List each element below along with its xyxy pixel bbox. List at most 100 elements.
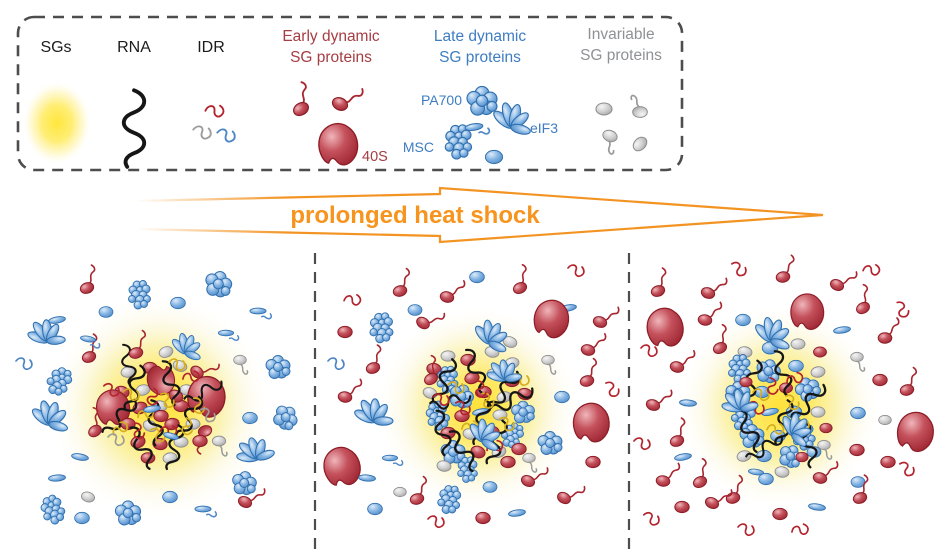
molecule-e_40 [319,442,365,491]
molecule-e_o [813,346,827,358]
molecule-idr_r [789,520,811,540]
molecule-rna [121,88,147,169]
molecule-e_40 [572,402,610,443]
molecule-l_ft [249,307,273,320]
molecule-idr_r [891,299,913,320]
molecule-l_o [484,149,504,165]
molecule-idr_r [633,437,651,451]
arrow-outline [135,186,824,244]
legend-eif3-tag: eIF3 [530,120,558,136]
molecule-l_fo [507,508,527,518]
molecule-e_o [454,409,470,423]
molecule-e_s [894,366,923,398]
molecule-l_cl [201,267,235,301]
molecule-e_s [504,263,536,297]
molecule-idr_r [600,379,623,399]
molecule-idr_r [641,511,661,527]
molecule-g_o [393,486,407,498]
molecule-e_s [329,78,365,118]
molecule-e_s [591,300,621,333]
legend-pa700-tag: PA700 [421,92,462,108]
molecule-l_fo [47,473,67,483]
molecule-l_cl [265,355,291,379]
molecule-idr_b [216,128,236,143]
molecule-l_o [469,270,485,284]
legend-late-title-line2: SG proteins [439,49,521,66]
legend-msc-tag: MSC [403,139,434,155]
molecule-g_o [878,414,892,426]
molecule-e_o [337,325,353,339]
molecule-l_o [242,411,258,425]
molecule-e_o [511,442,527,456]
molecule-e_o [739,376,753,388]
molecule-e_s [654,459,681,490]
molecule-idr_r [728,260,749,278]
molecule-l_o [850,406,866,420]
molecule-e_o [880,455,896,469]
molecule-g_o [630,134,650,154]
molecule-e_s [574,357,603,389]
molecule-g_t [596,127,621,156]
legend-idr-label: IDR [197,39,225,56]
molecule-l_ft [194,505,218,518]
molecule-e_s [846,283,879,317]
molecule-l_cl [466,85,498,116]
molecule-e_s [644,383,674,416]
molecule-l_o [407,304,423,316]
molecule-e_o [819,422,833,434]
molecule-e_s [579,328,608,360]
molecule-l_o [482,481,498,493]
molecule-l_o [850,476,866,488]
molecule-idr_r [567,264,585,278]
legend-dashed-border [16,15,684,172]
molecule-l_fo [47,315,67,325]
legend-invariable-title-line1: Invariable [587,26,654,43]
molecule-e_s [72,263,103,297]
molecule-l_mc [37,492,69,528]
molecule-l_fo [807,502,827,512]
molecule-l_o [554,390,570,404]
molecule-idr_g [192,125,212,140]
molecule-l_o [735,313,751,327]
panel-2 [319,263,623,529]
molecule-idr_r [640,344,658,358]
molecule-e_s [772,254,799,285]
molecule-l_cl [268,400,303,435]
molecule-g_o [595,102,613,116]
molecule-e_o [192,434,208,448]
molecule-idr_b [15,357,33,371]
legend-early-title-line2: SG proteins [290,49,372,66]
legend-box: SGs RNA IDR Early dynamic SG proteins 40… [16,15,684,172]
molecule-l_o [758,472,774,486]
molecule-idr_r [203,102,226,121]
molecule-idr_b [327,357,345,371]
molecule-e_40 [643,304,687,351]
molecule-g_t [630,94,649,119]
molecule-e_o [849,443,865,457]
molecule-e_s [877,317,900,345]
legend-rna-label: RNA [117,39,151,56]
molecule-e_s [438,275,467,307]
heat-shock-arrow: prolonged heat shock [135,186,824,244]
molecule-l_o [367,502,383,516]
molecule-e_o [872,373,888,387]
molecule-idr_r [342,291,363,310]
molecule-l_fo [673,452,693,462]
molecule-e_s [699,271,729,304]
arrow-body [136,188,823,242]
molecule-e_o [153,409,169,423]
molecule-e_s [643,266,674,300]
legend-sgs-label: SGs [40,39,71,56]
molecule-l_o [162,490,178,504]
molecule-e_s [696,298,723,329]
molecule-e_o [585,455,601,469]
legend-late-title-line1: Late dynamic [434,28,526,45]
legend-invariable-title-line2: SG proteins [580,47,662,64]
molecule-e_o [795,451,809,463]
molecule-idr_r [861,261,882,280]
molecule-e_o [772,507,788,521]
molecule-idr_r [896,460,917,478]
molecule-e_40 [316,121,360,168]
